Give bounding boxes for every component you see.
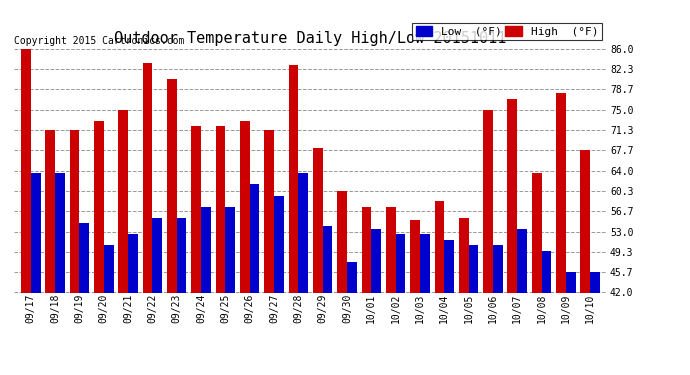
Bar [143,63,152,292]
Bar [386,207,395,292]
Bar [201,207,210,292]
Bar [469,245,478,292]
Bar [55,173,65,292]
Bar [362,207,371,292]
Bar [264,130,274,292]
Text: Copyright 2015 Cartronics.com: Copyright 2015 Cartronics.com [14,36,184,46]
Bar [411,220,420,292]
Bar [371,229,381,292]
Bar [435,201,444,292]
Bar [313,148,323,292]
Bar [323,226,333,292]
Bar [542,251,551,292]
Bar [580,150,590,292]
Bar [566,272,575,292]
Bar [119,110,128,292]
Bar [507,99,518,292]
Bar [46,130,55,292]
Bar [177,218,186,292]
Bar [226,207,235,292]
Bar [444,240,454,292]
Bar [288,65,298,292]
Bar [128,234,138,292]
Bar [250,184,259,292]
Bar [420,234,430,292]
Bar [21,49,31,292]
Bar [167,79,177,292]
Bar [70,130,79,292]
Bar [483,110,493,292]
Title: Outdoor Temperature Daily High/Low 20151011: Outdoor Temperature Daily High/Low 20151… [115,31,506,46]
Bar [459,218,469,292]
Bar [347,262,357,292]
Bar [31,173,41,292]
Bar [590,272,600,292]
Bar [94,121,104,292]
Bar [298,173,308,292]
Bar [104,245,114,292]
Bar [216,126,226,292]
Bar [240,121,250,292]
Bar [79,223,89,292]
Bar [274,195,284,292]
Legend: Low  (°F), High  (°F): Low (°F), High (°F) [413,22,602,40]
Bar [191,126,201,292]
Bar [532,173,542,292]
Bar [337,191,347,292]
Bar [493,245,502,292]
Bar [556,93,566,292]
Bar [395,234,405,292]
Bar [518,229,527,292]
Bar [152,218,162,292]
